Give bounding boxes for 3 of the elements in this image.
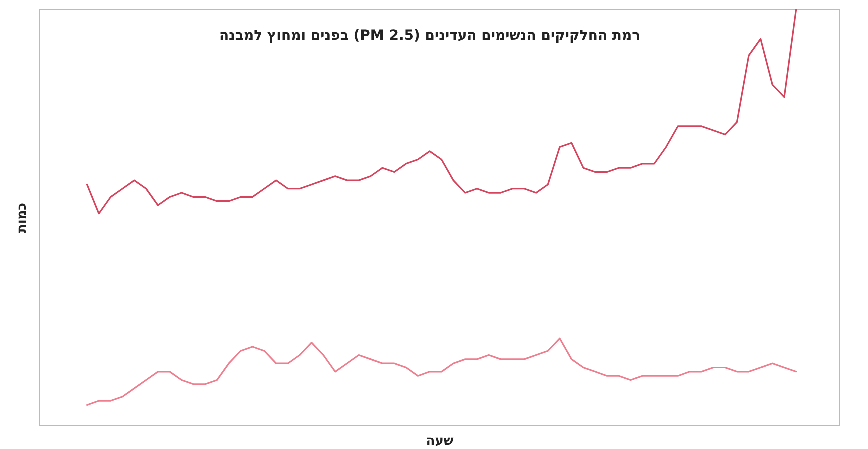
- y-axis-title: כמות: [15, 202, 30, 234]
- text: רמת החלקיקים הנשימים העדינים (PM 2.5) בפנים ומחוץ למבנה: [219, 28, 641, 44]
- x-axis-title: שעה: [426, 434, 454, 449]
